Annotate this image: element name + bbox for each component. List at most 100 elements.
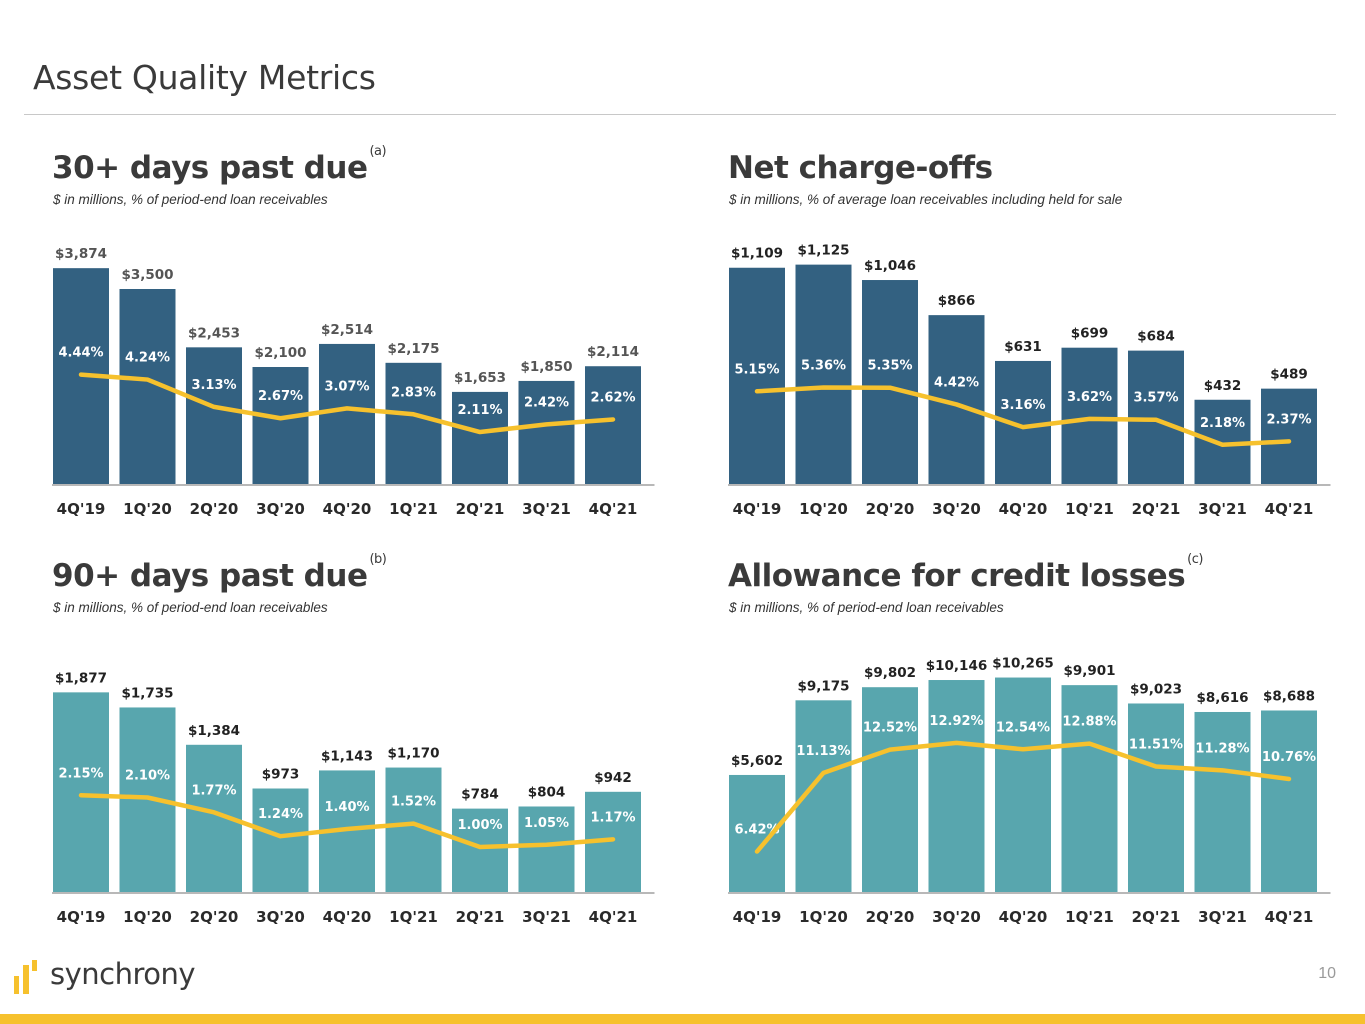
line-value-label: 12.52% bbox=[863, 721, 917, 736]
x-tick-label: 4Q'20 bbox=[323, 500, 372, 518]
line-value-label: 3.62% bbox=[1067, 390, 1112, 405]
bar-value-label: $1,735 bbox=[121, 685, 173, 701]
bar bbox=[862, 687, 918, 892]
line-value-label: 2.67% bbox=[258, 389, 303, 404]
line-value-label: 12.92% bbox=[929, 714, 983, 729]
bar bbox=[252, 788, 309, 892]
line-value-label: 4.44% bbox=[58, 346, 103, 361]
chart-subtitle: $ in millions, % of period-end loan rece… bbox=[53, 600, 328, 615]
chart-title-text: Allowance for credit losses bbox=[728, 558, 1186, 594]
line-value-label: 12.88% bbox=[1062, 715, 1116, 730]
bar-value-label: $489 bbox=[1270, 367, 1308, 383]
bar-value-label: $1,850 bbox=[520, 359, 572, 375]
x-tick-label: 3Q'20 bbox=[932, 908, 981, 926]
line-value-label: 2.10% bbox=[125, 769, 170, 784]
bar-value-label: $1,046 bbox=[864, 258, 916, 274]
bar bbox=[452, 808, 508, 892]
footnote-marker: (b) bbox=[369, 552, 387, 567]
bar bbox=[928, 680, 985, 892]
line-value-label: 1.00% bbox=[457, 818, 502, 833]
bar-value-label: $699 bbox=[1071, 326, 1109, 342]
x-tick-label: 1Q'21 bbox=[389, 908, 438, 926]
x-tick-label: 4Q'21 bbox=[1265, 908, 1314, 926]
line-value-label: 2.15% bbox=[58, 766, 103, 781]
bar-value-label: $9,901 bbox=[1063, 663, 1115, 679]
bar bbox=[795, 264, 852, 484]
x-tick-label: 2Q'20 bbox=[190, 500, 239, 518]
bar-value-label: $3,500 bbox=[121, 267, 173, 283]
line-value-label: 2.83% bbox=[391, 385, 436, 400]
x-tick-label: 4Q'19 bbox=[57, 908, 106, 926]
chart-title-text: Net charge-offs bbox=[728, 150, 993, 186]
bar bbox=[186, 347, 242, 484]
x-tick-label: 4Q'21 bbox=[1265, 500, 1314, 518]
bar-value-label: $631 bbox=[1004, 339, 1042, 355]
line-value-label: 3.07% bbox=[324, 379, 369, 394]
bar bbox=[319, 343, 375, 484]
bar-value-label: $2,100 bbox=[254, 345, 306, 361]
chart-subtitle: $ in millions, % of average loan receiva… bbox=[729, 192, 1123, 207]
bar bbox=[1061, 347, 1118, 484]
bar bbox=[729, 774, 785, 892]
bar-value-label: $10,265 bbox=[992, 656, 1054, 672]
bar-value-label: $1,125 bbox=[797, 243, 849, 259]
bar-value-label: $1,109 bbox=[731, 246, 783, 262]
line-value-label: 5.15% bbox=[734, 362, 779, 377]
chart-title: 90+ days past due (b) bbox=[52, 552, 387, 594]
bar bbox=[53, 692, 109, 892]
line-value-label: 1.40% bbox=[324, 800, 369, 815]
line-value-label: 1.17% bbox=[590, 810, 635, 825]
x-tick-label: 3Q'21 bbox=[1198, 908, 1247, 926]
footnote-marker: (c) bbox=[1187, 552, 1203, 567]
bar-value-label: $9,175 bbox=[797, 678, 849, 694]
bar-value-label: $1,384 bbox=[188, 723, 240, 739]
x-tick-label: 2Q'20 bbox=[866, 500, 915, 518]
bar bbox=[1261, 388, 1317, 484]
bar bbox=[518, 380, 575, 484]
line-value-label: 3.16% bbox=[1000, 398, 1045, 413]
bar-value-label: $3,874 bbox=[55, 246, 107, 262]
x-tick-label: 4Q'20 bbox=[999, 500, 1048, 518]
chart-svg: $1,877 2.15% 4Q'19 $1,735 2.10% 1Q'20 $1,384 1.… bbox=[52, 670, 655, 926]
bar bbox=[1261, 710, 1317, 892]
bar bbox=[995, 677, 1051, 892]
bar bbox=[729, 267, 785, 484]
chart-title: Allowance for credit losses (c) bbox=[728, 552, 1203, 594]
x-tick-label: 3Q'21 bbox=[522, 908, 571, 926]
line-value-label: 11.51% bbox=[1129, 737, 1183, 752]
bar-value-label: $8,688 bbox=[1263, 688, 1315, 704]
x-tick-label: 3Q'21 bbox=[1198, 500, 1247, 518]
x-tick-label: 3Q'20 bbox=[256, 500, 305, 518]
title-divider bbox=[24, 114, 1336, 115]
x-tick-label: 4Q'21 bbox=[589, 500, 638, 518]
panel-net-charge-offs: Net charge-offs $ in millions, % of aver… bbox=[728, 150, 1348, 530]
bar-value-label: $2,114 bbox=[587, 344, 639, 360]
line-value-label: 1.05% bbox=[524, 816, 569, 831]
line-value-label: 2.18% bbox=[1200, 416, 1245, 431]
x-tick-label: 4Q'19 bbox=[733, 500, 782, 518]
bar bbox=[518, 806, 575, 892]
line-value-label: 10.76% bbox=[1262, 750, 1316, 765]
line-value-label: 2.42% bbox=[524, 395, 569, 410]
bar-value-label: $2,453 bbox=[188, 325, 240, 341]
line-value-label: 2.11% bbox=[457, 403, 502, 418]
x-tick-label: 2Q'21 bbox=[456, 908, 505, 926]
bar-value-label: $5,602 bbox=[731, 753, 783, 769]
bar bbox=[452, 391, 508, 484]
line-value-label: 1.77% bbox=[191, 783, 236, 798]
x-tick-label: 4Q'20 bbox=[323, 908, 372, 926]
bar-value-label: $9,023 bbox=[1130, 681, 1182, 697]
bar-value-label: $8,616 bbox=[1196, 690, 1248, 706]
line-value-label: 2.62% bbox=[590, 390, 635, 405]
x-tick-label: 2Q'21 bbox=[456, 500, 505, 518]
x-tick-label: 1Q'21 bbox=[1065, 908, 1114, 926]
chart-title: 30+ days past due (a) bbox=[52, 144, 387, 186]
x-tick-label: 1Q'21 bbox=[389, 500, 438, 518]
x-tick-label: 4Q'21 bbox=[589, 908, 638, 926]
x-tick-label: 4Q'19 bbox=[57, 500, 106, 518]
bar-value-label: $973 bbox=[262, 767, 300, 783]
chart-title-text: 90+ days past due bbox=[52, 558, 368, 594]
chart-subtitle: $ in millions, % of period-end loan rece… bbox=[53, 192, 328, 207]
bar-value-label: $2,514 bbox=[321, 322, 373, 338]
chart-svg: $5,602 6.42% 4Q'19 $9,175 11.13% 1Q'20 $9,802 1… bbox=[728, 656, 1331, 926]
